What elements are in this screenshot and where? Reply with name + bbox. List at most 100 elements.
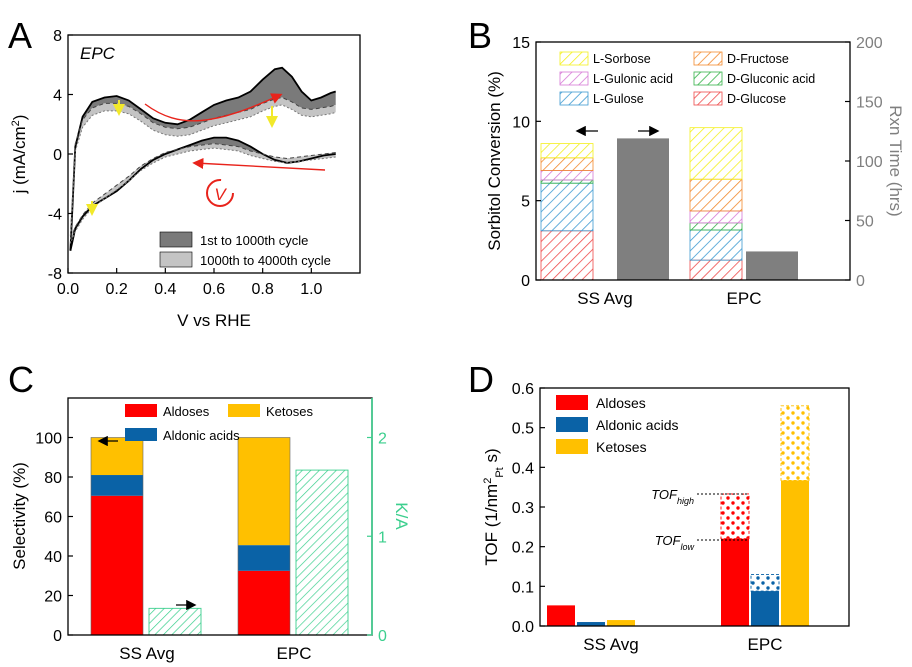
panel-a-cv-plot: 0.0 0.2 0.4 0.6 0.8 1.0 -8 -4 0 4 8 EPC V vs RHE j… — [10, 28, 361, 330]
panel-b-legend-label: D-Fructose — [727, 52, 789, 66]
panel-d-tof-plot: SS Avg EPC 0.0 0.1 0.2 0.3 0.4 0.5 0.6 TOF (1/n… — [482, 381, 850, 654]
panel-c-legend-label-aldoses: Aldoses — [163, 404, 210, 419]
panel-a-legend-label-dark: 1st to 1000th cycle — [200, 233, 308, 248]
panel-b-bar-d-gluconic-acid-1 — [689, 222, 743, 231]
panel-c-ytick-label: 40 — [44, 549, 62, 566]
panel-b-ytick-label: 10 — [512, 114, 530, 131]
panel-d-bar-aldoses-0 — [547, 605, 575, 626]
panel-d-ylabel: TOF (1/nm2Pt s) — [482, 448, 506, 565]
panel-b-ytick-right-label: 100 — [856, 154, 883, 171]
panel-d-bar-high-ketoses-1 — [780, 405, 810, 481]
panel-c-bar-aldonic-acids-1 — [238, 545, 290, 571]
panel-c-ytick-label: 100 — [35, 431, 62, 448]
panel-d-ytick-label: 0.3 — [512, 500, 534, 517]
panel-a-scan-symbol: V — [214, 185, 227, 204]
panel-b-legend-swatch — [693, 71, 723, 86]
panel-d-ytick-label: 0.4 — [512, 460, 534, 477]
panel-d-legend-swatch-aldonic — [556, 417, 588, 432]
panel-c-ytick-label: 60 — [44, 510, 62, 527]
panel-c-bar-k-over-a-1 — [295, 469, 349, 636]
panel-a-cathodic-arrow — [192, 157, 326, 171]
panel-b-ylabel-right: Rxn Time (hrs) — [886, 105, 905, 216]
panel-b-ytick-label: 5 — [521, 194, 530, 211]
panel-b-ytick-label: 0 — [521, 273, 530, 290]
panel-b-bar-l-gulonic-acid-1 — [689, 210, 743, 224]
panel-d-legend-swatch-aldoses — [556, 395, 588, 410]
panel-d-ytick-label: 0.6 — [512, 381, 534, 398]
panel-a-legend-swatch-light — [159, 251, 193, 268]
panel-b-legend-swatch — [693, 51, 723, 66]
panel-c-bar-aldoses-1 — [238, 570, 290, 635]
panel-b-bar-l-gulonic-acid-0 — [540, 170, 594, 181]
panel-c-bar-aldonic-acids-0 — [91, 475, 143, 496]
panel-a-ytick-label: -4 — [48, 207, 62, 224]
panel-b-legend-label: L-Gulose — [593, 92, 644, 106]
panel-a-ytick-label: 4 — [53, 88, 62, 105]
panel-d-legend-label-aldoses: Aldoses — [596, 395, 646, 411]
panel-label-c: C — [8, 359, 34, 400]
panel-a-xlabel: V vs RHE — [177, 311, 251, 330]
panel-d-bar-ketoses-1 — [781, 480, 809, 626]
panel-a-band-anodic-light — [70, 97, 336, 244]
panel-c-legend-label-aldonic: Aldonic acids — [163, 428, 240, 443]
panel-b-bar-d-glucose-0 — [540, 230, 594, 281]
panel-b-bar-rxn-time-1 — [746, 251, 798, 280]
panel-d-category-label: SS Avg — [583, 635, 638, 654]
panel-c-bar-k-over-a-0 — [148, 607, 202, 636]
panel-d-bar-high-aldonic-acids-1 — [750, 573, 780, 592]
panel-b-bar-d-glucose-1 — [689, 259, 743, 281]
panel-b-bar-d-gluconic-acid-0 — [540, 179, 594, 184]
panel-b-bar-l-sorbose-1 — [689, 127, 743, 180]
panel-a-line-cycle1-anodic — [69, 66, 336, 251]
panel-d-bar-aldonic-acids-0 — [577, 622, 605, 626]
panel-d-legend-swatch-ketoses — [556, 439, 588, 454]
panel-b-legend-label: L-Gulonic acid — [593, 72, 673, 86]
panel-b-bar-l-sorbose-0 — [540, 143, 594, 159]
panel-c-ytick-right-label: 0 — [378, 628, 387, 645]
panel-d-bar-aldoses-1 — [721, 538, 749, 626]
panel-c-ylabel: Selectivity (%) — [10, 462, 29, 570]
panel-a-legend-swatch-dark — [159, 231, 193, 248]
panel-a-line-cycle1000-cathodic — [69, 143, 336, 239]
panel-b-ytick-right-label: 150 — [856, 95, 883, 112]
panel-a-xtick-label: 0.8 — [252, 281, 274, 298]
panel-b-ytick-label: 15 — [512, 35, 530, 52]
panel-label-a: A — [8, 15, 32, 56]
panel-b-bar-d-fructose-0 — [540, 157, 594, 171]
panel-a-xtick-label: 0.2 — [106, 281, 128, 298]
panel-c-ytick-label: 80 — [44, 470, 62, 487]
panel-a-xtick-label: 1.0 — [300, 281, 322, 298]
panel-a-band-cathodic-light — [70, 143, 336, 244]
panel-b-legend-label: D-Glucose — [727, 92, 786, 106]
panel-c-ytick-right-label: 1 — [378, 529, 387, 546]
panel-a-scan-circle — [206, 179, 234, 207]
panel-d-ytick-label: 0.2 — [512, 540, 534, 557]
panel-c-category-label: SS Avg — [119, 644, 174, 663]
panel-a-line-cycle4000-cathodic — [69, 147, 336, 244]
panel-d-ytick-label: 0.1 — [512, 579, 534, 596]
panel-a-ylabel: j (mA/cm2) — [10, 115, 29, 195]
panel-a-legend-label-light: 1000th to 4000th cycle — [200, 253, 331, 268]
panel-b-bar-rxn-time-0 — [617, 138, 669, 280]
panel-d-ytick-label: 0.0 — [512, 619, 534, 636]
panel-label-b: B — [468, 15, 492, 56]
panel-c-bar-aldoses-0 — [91, 495, 143, 635]
panel-a-line-cycle1000-anodic — [69, 96, 336, 236]
panel-b-bar-l-gulose-1 — [689, 229, 743, 261]
panel-b-ytick-right-label: 50 — [856, 214, 874, 231]
panel-d-legend-label-ketoses: Ketoses — [596, 439, 647, 455]
panel-c-ylabel-right: K/A — [392, 502, 411, 530]
panel-c-selectivity-plot: SS Avg EPC 0 20 40 60 80 100 0 1 2 Selectivity (%… — [10, 397, 411, 663]
panel-d-tof-high-label: TOFhigh — [651, 487, 694, 506]
panel-b-category-label: EPC — [727, 289, 762, 308]
panel-b-bar-l-gulose-0 — [540, 182, 594, 232]
panel-a-xtick-label: 0.6 — [203, 281, 225, 298]
panel-a-line-cycle4000-anodic — [69, 104, 336, 244]
panel-c-legend-swatch-aldonic — [125, 428, 157, 441]
panel-b-category-label: SS Avg — [577, 289, 632, 308]
panel-c-ytick-label: 20 — [44, 589, 62, 606]
panel-a-xtick-label: 0.4 — [154, 281, 176, 298]
panel-c-legend-swatch-aldoses — [125, 404, 157, 417]
